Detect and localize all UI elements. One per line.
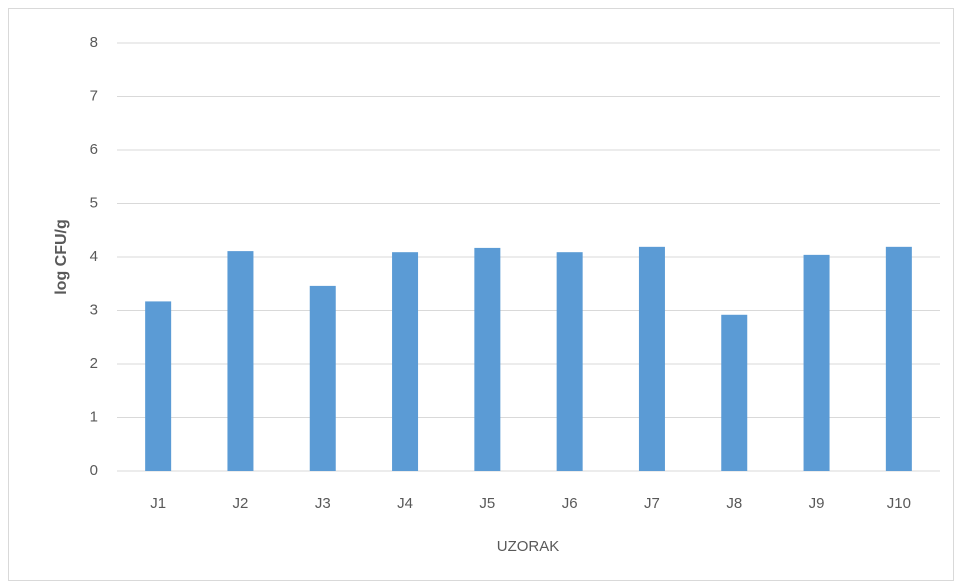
x-tick-label: J2 xyxy=(233,495,249,512)
bar xyxy=(145,301,172,471)
x-tick-label: J3 xyxy=(315,495,331,512)
bar xyxy=(474,247,501,471)
bar xyxy=(556,252,583,471)
y-tick-label: 0 xyxy=(90,462,98,479)
x-tick-label: J7 xyxy=(644,495,660,512)
bar xyxy=(885,246,912,471)
y-axis-label: log CFU/g xyxy=(53,219,70,295)
x-tick-label: J5 xyxy=(479,495,495,512)
x-tick-label: J6 xyxy=(562,495,578,512)
x-axis-label: UZORAK xyxy=(497,538,560,555)
bar xyxy=(227,251,254,471)
y-tick-label: 3 xyxy=(90,301,98,318)
bar xyxy=(721,314,748,471)
bar xyxy=(309,285,336,471)
y-tick-label: 6 xyxy=(90,141,98,158)
x-tick-label: J4 xyxy=(397,495,413,512)
y-tick-label: 1 xyxy=(90,408,98,425)
x-tick-label: J1 xyxy=(150,495,166,512)
x-tick-label: J9 xyxy=(809,495,825,512)
y-tick-label: 5 xyxy=(90,194,98,211)
bar xyxy=(638,246,665,471)
x-tick-label: J10 xyxy=(887,495,911,512)
y-tick-label: 8 xyxy=(90,34,98,51)
bar xyxy=(803,254,830,471)
y-tick-label: 4 xyxy=(90,248,98,265)
x-tick-label: J8 xyxy=(726,495,742,512)
bar xyxy=(392,252,419,471)
y-tick-label: 2 xyxy=(90,355,98,372)
y-tick-label: 7 xyxy=(90,87,98,104)
